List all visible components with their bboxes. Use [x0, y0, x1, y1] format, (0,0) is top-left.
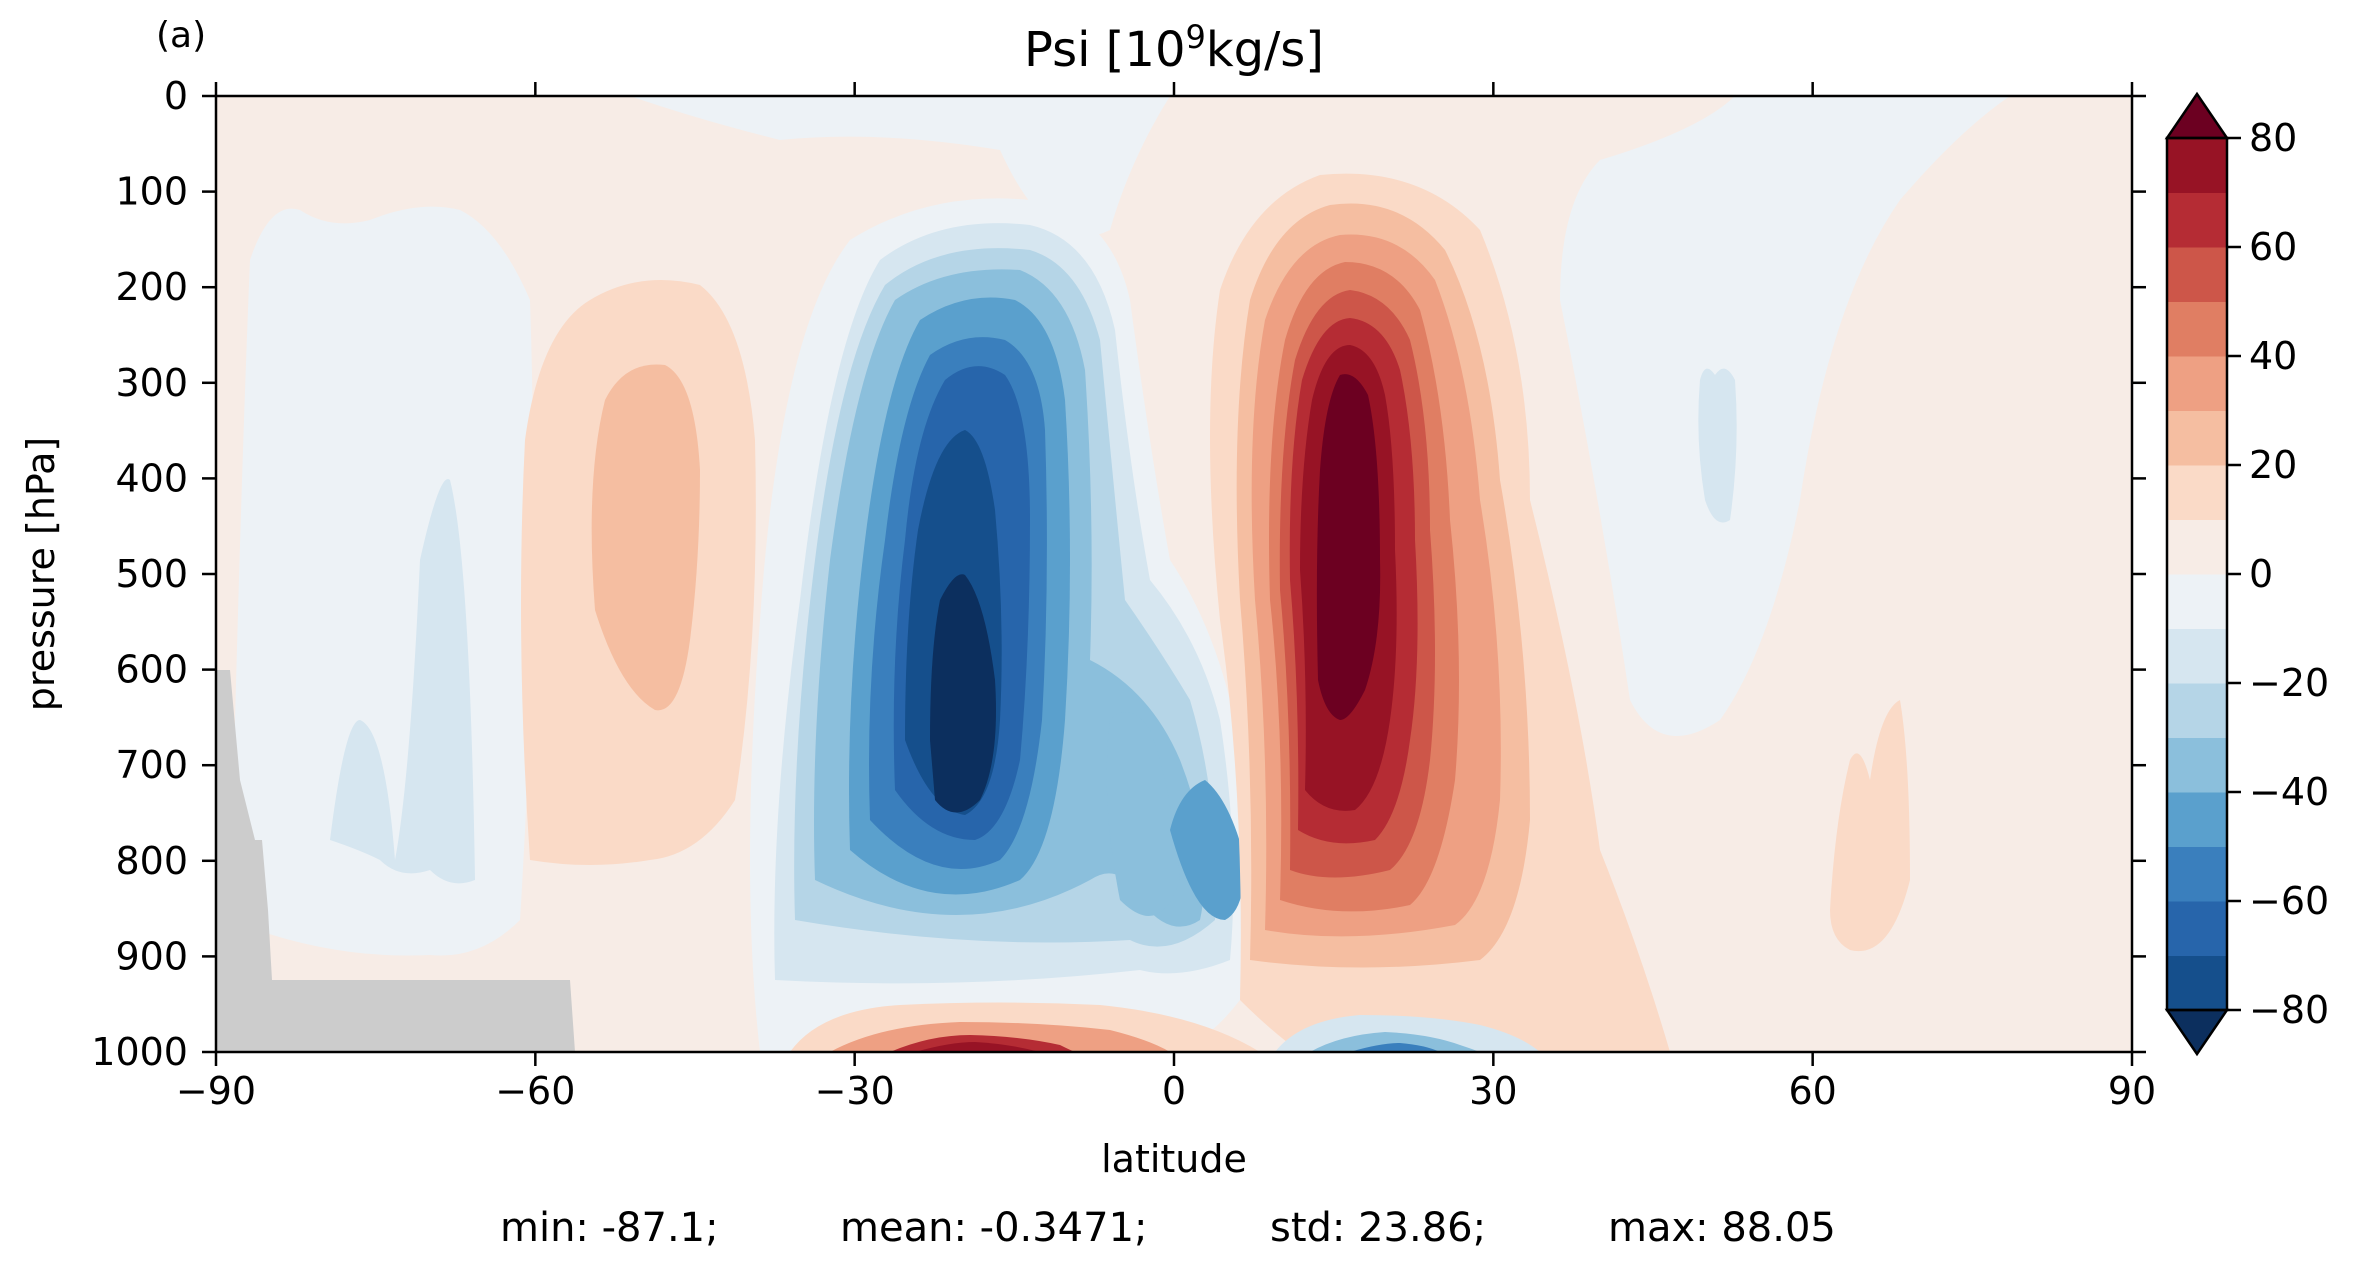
contour-southern-polar-inner — [330, 479, 475, 884]
colorbar-level — [2167, 683, 2227, 738]
contour-surface-neg-2 — [1310, 1032, 1480, 1052]
colorbar-tick-label: 20 — [2249, 443, 2297, 487]
stat-mean: mean: -0.3471; — [840, 1205, 1148, 1251]
colorbar-level — [2167, 301, 2227, 357]
y-tick-label: 900 — [115, 934, 188, 978]
colorbar-tick-label: −40 — [2249, 770, 2329, 814]
y-tick-label: 200 — [115, 265, 188, 309]
colorbar-level — [2167, 628, 2227, 684]
x-tick-label: 60 — [1788, 1069, 1836, 1113]
colorbar: −80 −60 −40 −20 0 20 40 60 80 — [2164, 91, 2329, 1057]
colorbar-level — [2167, 247, 2227, 302]
colorbar-tick-label: −60 — [2249, 879, 2329, 923]
x-tick-label: 30 — [1469, 1069, 1517, 1113]
x-tick-label: 90 — [2108, 1069, 2156, 1113]
contour-north-positive-small — [1830, 700, 1910, 952]
colorbar-level — [2167, 955, 2227, 1011]
x-tick-label: −30 — [815, 1069, 895, 1113]
colorbar-tick-label: 80 — [2249, 116, 2297, 160]
colorbar-level — [2167, 465, 2227, 520]
contour-hadley-s-50b — [1170, 780, 1245, 920]
y-axis-label: pressure [hPa] — [19, 437, 63, 711]
x-tick-label: −60 — [495, 1069, 575, 1113]
colorbar-level — [2167, 574, 2227, 629]
colorbar-level — [2167, 737, 2227, 793]
y-tick-label: 1000 — [91, 1030, 188, 1074]
chart-title-main: Psi [10 — [1024, 22, 1186, 78]
chart-title-superscript: 9 — [1185, 18, 1205, 56]
topography-mask — [216, 670, 575, 1052]
stat-max: max: 88.05 — [1608, 1205, 1836, 1251]
panel-label: (a) — [156, 15, 206, 56]
chart-title-unit: kg/s] — [1206, 22, 1324, 78]
y-tick-label: 700 — [115, 743, 188, 787]
contour-ferrel-20 — [591, 364, 700, 711]
x-tick-label: −90 — [176, 1069, 256, 1113]
contour-plot — [216, 96, 2132, 1052]
chart-title: Psi [109kg/s] — [1024, 18, 1324, 78]
colorbar-level — [2167, 138, 2227, 193]
contour-surface-pos-4 — [915, 1042, 1040, 1052]
contour-hadley-s-core — [930, 574, 996, 813]
y-tick-label: 100 — [115, 170, 188, 214]
colorbar-level — [2167, 846, 2227, 902]
colorbar-tick-label: 0 — [2249, 552, 2273, 596]
contour-upper-band-north — [1560, 96, 2010, 736]
colorbar-tick-label: −20 — [2249, 661, 2329, 705]
colorbar-level — [2167, 519, 2227, 575]
x-axis-label: latitude — [1101, 1137, 1247, 1181]
colorbar-level — [2167, 192, 2227, 248]
contour-hadley-s-40b — [1106, 712, 1180, 916]
colorbar-level — [2167, 410, 2227, 466]
colorbar-extend-min — [2164, 1008, 2230, 1057]
stat-std: std: 23.86; — [1270, 1205, 1487, 1251]
stat-min: min: -87.1; — [500, 1205, 719, 1251]
y-tick-label: 800 — [115, 839, 188, 883]
x-axis-ticks: −90 −60 −30 0 30 60 90 — [176, 82, 2156, 1113]
y-axis-ticks: 0 100 200 300 400 500 600 700 800 900 1000 — [91, 74, 2146, 1074]
statistics-line: min: -87.1; mean: -0.3471; std: 23.86; m… — [0, 1205, 2362, 1255]
contour-surface-neg-3 — [1350, 1043, 1440, 1052]
y-tick-label: 600 — [115, 648, 188, 692]
contour-north-negative-small — [1698, 368, 1737, 523]
y-tick-label: 300 — [115, 361, 188, 405]
x-tick-label: 0 — [1162, 1069, 1186, 1113]
colorbar-tick-label: 40 — [2249, 334, 2297, 378]
colorbar-extend-max — [2164, 91, 2230, 140]
contour-hadley-n-core — [1316, 374, 1381, 720]
colorbar-level — [2167, 901, 2227, 956]
colorbar-tick-label: −80 — [2249, 988, 2329, 1032]
y-tick-label: 400 — [115, 456, 188, 500]
y-tick-label: 500 — [115, 552, 188, 596]
colorbar-level — [2167, 792, 2227, 847]
colorbar-tick-label: 60 — [2249, 225, 2297, 269]
y-tick-label: 0 — [164, 74, 188, 118]
colorbar-level — [2167, 356, 2227, 411]
